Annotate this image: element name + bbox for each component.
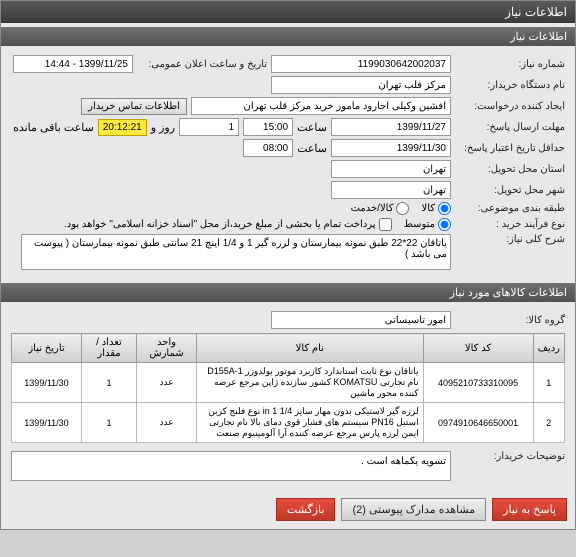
- cell-name: لرزه گیر لاستیکی بدون مهار سایز in 1 1/4…: [197, 403, 424, 443]
- section-goods-info: اطلاعات کالاهای مورد نیاز: [1, 283, 575, 302]
- buyer-input[interactable]: [271, 76, 451, 94]
- form-area-1: شماره نیاز: تاریخ و ساعت اعلان عمومی: نا…: [1, 46, 575, 279]
- process-label: نوع فرآیند خرید :: [455, 219, 565, 230]
- delivery-state-input[interactable]: [331, 160, 451, 178]
- remain-label: ساعت باقی مانده: [13, 121, 94, 134]
- delivery-city-label: شهر محل تحویل:: [455, 185, 565, 196]
- req-no-label: شماره نیاز:: [455, 59, 565, 70]
- deadline-date-input[interactable]: [331, 118, 451, 136]
- validity-time-input[interactable]: [243, 139, 293, 157]
- goods-table: ردیف کد کالا نام کالا واحد شمارش تعداد /…: [11, 333, 565, 443]
- buyer-label: نام دستگاه خریدار:: [455, 80, 565, 91]
- notes-box: تسویه یکماهه است .: [11, 451, 451, 481]
- footer-buttons: پاسخ به نیاز مشاهده مدارک پیوستی (2) باز…: [1, 490, 575, 529]
- deadline-time-input[interactable]: [243, 118, 293, 136]
- group-input[interactable]: [271, 311, 451, 329]
- cell-qty: 1: [82, 363, 137, 403]
- th-date: تاریخ نیاز: [12, 334, 82, 363]
- table-row[interactable]: 1 4095210733310095 یاتاقان نوع ثابت استا…: [12, 363, 565, 403]
- process-radio-group: متوسط پرداخت تمام یا بخشی از مبلغ خرید،ا…: [64, 218, 451, 231]
- section-goods-title: اطلاعات کالاهای مورد نیاز: [450, 287, 567, 299]
- table-row[interactable]: 2 0974910646650001 لرزه گیر لاستیکی بدون…: [12, 403, 565, 443]
- cell-idx: 2: [533, 403, 564, 443]
- proc-mid-option[interactable]: متوسط: [404, 218, 451, 231]
- reply-button[interactable]: پاسخ به نیاز: [492, 498, 567, 521]
- proc-note-checkbox[interactable]: [379, 218, 392, 231]
- cell-name: یاتاقان نوع ثابت استاندارد کاربرد موتور …: [197, 363, 424, 403]
- time-label-1: ساعت: [297, 121, 327, 134]
- creator-label: ایجاد کننده درخواست:: [455, 101, 565, 112]
- announce-label: تاریخ و ساعت اعلان عمومی:: [137, 59, 267, 70]
- remain-days-label: روز و: [151, 121, 175, 134]
- cell-date: 1399/11/30: [12, 363, 82, 403]
- cell-code: 0974910646650001: [423, 403, 533, 443]
- notes-label: توضیحات خریدار:: [455, 451, 565, 462]
- req-no-input[interactable]: [271, 55, 451, 73]
- cat-goods-option[interactable]: کالا: [421, 202, 451, 215]
- creator-input[interactable]: [191, 97, 451, 115]
- back-button[interactable]: بازگشت: [276, 498, 336, 521]
- remain-time-highlight: 20:12:21: [98, 119, 147, 136]
- request-window: اطلاعات نیاز اطلاعات نیاز شماره نیاز: تا…: [0, 0, 576, 530]
- section-need-info: اطلاعات نیاز: [1, 27, 575, 46]
- attachments-button[interactable]: مشاهده مدارک پیوستی (2): [341, 498, 486, 521]
- cat-service-option[interactable]: کالا/خدمت: [351, 202, 410, 215]
- desc-textarea[interactable]: [21, 234, 451, 270]
- category-radio-group: کالا کالا/خدمت: [351, 202, 451, 215]
- cell-qty: 1: [82, 403, 137, 443]
- validity-date-input[interactable]: [331, 139, 451, 157]
- desc-label: شرح کلی نیاز:: [455, 234, 565, 245]
- announce-date-input[interactable]: [13, 55, 133, 73]
- form-area-2: گروه کالا: ردیف کد کالا نام کالا واحد شم…: [1, 302, 575, 490]
- cell-unit: عدد: [137, 403, 197, 443]
- th-code: کد کالا: [423, 334, 533, 363]
- delivery-city-input[interactable]: [331, 181, 451, 199]
- delivery-state-label: استان محل تحویل:: [455, 164, 565, 175]
- th-name: نام کالا: [197, 334, 424, 363]
- category-label: طبقه بندی موضوعی:: [455, 203, 565, 214]
- time-label-2: ساعت: [297, 142, 327, 155]
- validity-label: حداقل تاریخ اعتبار پاسخ:: [455, 143, 565, 154]
- th-idx: ردیف: [533, 334, 564, 363]
- cell-unit: عدد: [137, 363, 197, 403]
- contact-info-button[interactable]: اطلاعات تماس خریدار: [81, 98, 187, 115]
- cell-date: 1399/11/30: [12, 403, 82, 443]
- proc-mid-radio[interactable]: [438, 218, 451, 231]
- window-title: اطلاعات نیاز: [505, 5, 567, 19]
- group-label: گروه کالا:: [455, 315, 565, 326]
- window-titlebar: اطلاعات نیاز: [1, 1, 575, 23]
- th-qty: تعداد / مقدار: [82, 334, 137, 363]
- section-need-info-title: اطلاعات نیاز: [510, 31, 567, 43]
- cat-service-radio[interactable]: [396, 202, 409, 215]
- cat-goods-radio[interactable]: [438, 202, 451, 215]
- th-unit: واحد شمارش: [137, 334, 197, 363]
- deadline-label: مهلت ارسال پاسخ:: [455, 122, 565, 133]
- remain-days-input: [179, 118, 239, 136]
- cell-code: 4095210733310095: [423, 363, 533, 403]
- cell-idx: 1: [533, 363, 564, 403]
- proc-note-option[interactable]: پرداخت تمام یا بخشی از مبلغ خرید،از محل …: [64, 218, 392, 231]
